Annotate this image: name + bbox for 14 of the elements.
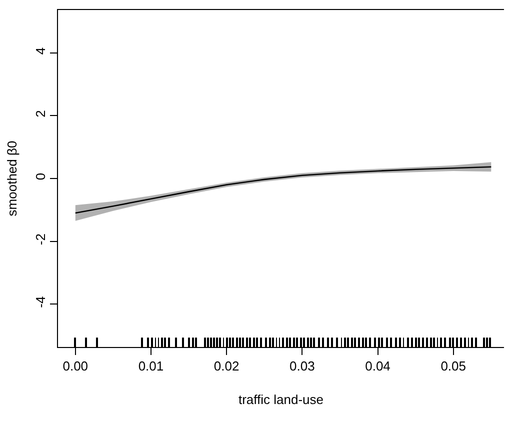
x-tick-label: 0.04 — [365, 358, 390, 374]
x-tick-label: 0.00 — [62, 358, 88, 374]
line-series — [74, 166, 492, 214]
y-tick-label: 0 — [32, 172, 48, 180]
x-tick-label: 0.02 — [214, 358, 240, 374]
y-tick-label: -2 — [32, 234, 48, 246]
y-tick-label: 4 — [32, 47, 48, 55]
x-tick-label: 0.01 — [138, 358, 164, 374]
x-tick-label: 0.03 — [290, 358, 315, 374]
y-tick-label: 2 — [32, 110, 48, 118]
y-axis-title: smoothed β0 — [4, 140, 20, 216]
x-tick-label: 0.05 — [440, 358, 466, 374]
x-axis-title: traffic land-use — [238, 392, 324, 408]
y-tick-label: -4 — [32, 296, 48, 308]
